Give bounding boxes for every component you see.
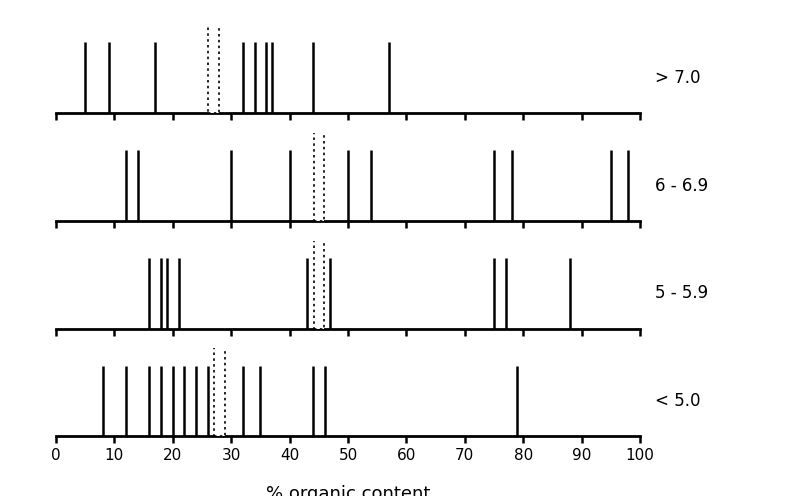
Bar bbox=[314, 128, 324, 221]
Text: > 7.0: > 7.0 bbox=[654, 68, 700, 87]
Text: 5 - 5.9: 5 - 5.9 bbox=[654, 284, 708, 303]
Text: < 5.0: < 5.0 bbox=[654, 392, 700, 410]
Bar bbox=[314, 236, 324, 329]
Text: 6 - 6.9: 6 - 6.9 bbox=[654, 177, 708, 194]
Bar bbox=[214, 344, 225, 436]
Bar bbox=[209, 20, 219, 113]
Text: % organic content: % organic content bbox=[266, 485, 430, 496]
